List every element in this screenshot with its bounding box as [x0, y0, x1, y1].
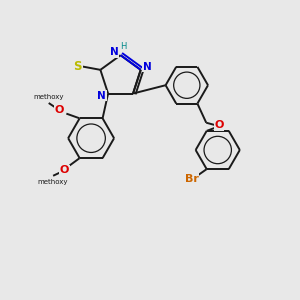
Text: Br: Br — [185, 173, 199, 184]
Text: O: O — [55, 105, 64, 115]
Text: S: S — [74, 59, 82, 73]
Text: N: N — [143, 62, 152, 72]
Text: H: H — [120, 42, 127, 51]
Text: O: O — [60, 166, 69, 176]
Text: N: N — [110, 47, 118, 57]
Text: methoxy: methoxy — [34, 94, 64, 100]
Text: N: N — [97, 91, 106, 101]
Text: methoxy: methoxy — [37, 179, 68, 185]
Text: O: O — [214, 120, 224, 130]
